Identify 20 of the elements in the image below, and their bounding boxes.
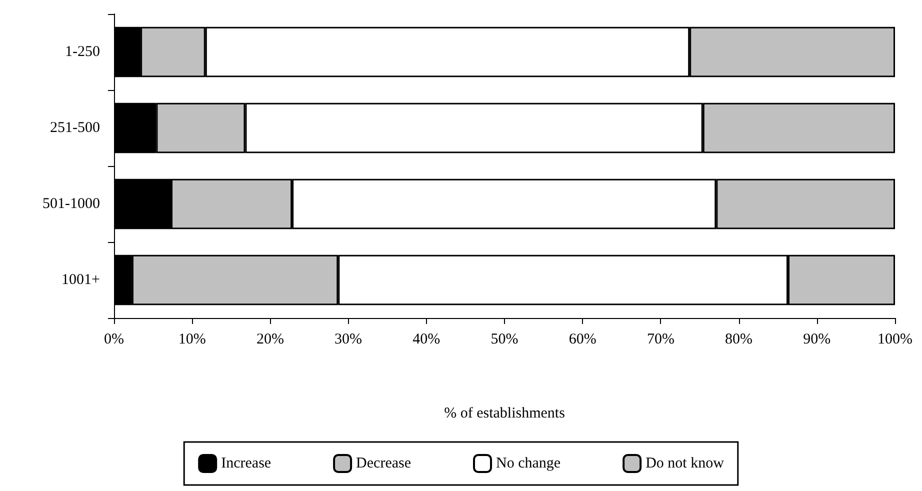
y-tick-label: 1-250 [65,44,100,60]
legend-label: Increase [221,456,272,472]
x-tick-label: 60% [568,332,596,348]
y-tick-label: 1001+ [62,272,100,288]
x-tick-label: 10% [178,332,206,348]
x-tick-label: 70% [646,332,674,348]
x-tick-label: 90% [803,332,831,348]
legend-label: Decrease [356,456,412,472]
x-tick-label: 20% [256,332,284,348]
x-axis-title: % of establishments [444,406,566,422]
x-tick-label: 30% [334,332,362,348]
legend-label: Do not know [646,456,724,472]
legend-label: No change [496,456,561,472]
x-tick-label: 0% [104,332,124,348]
y-tick-label: 501-1000 [42,196,100,212]
x-tick-label: 80% [725,332,753,348]
x-tick-label: 100% [878,332,912,348]
x-tick-label: 40% [412,332,440,348]
x-tick-label: 50% [490,332,518,348]
y-tick-label: 251-500 [50,120,100,136]
